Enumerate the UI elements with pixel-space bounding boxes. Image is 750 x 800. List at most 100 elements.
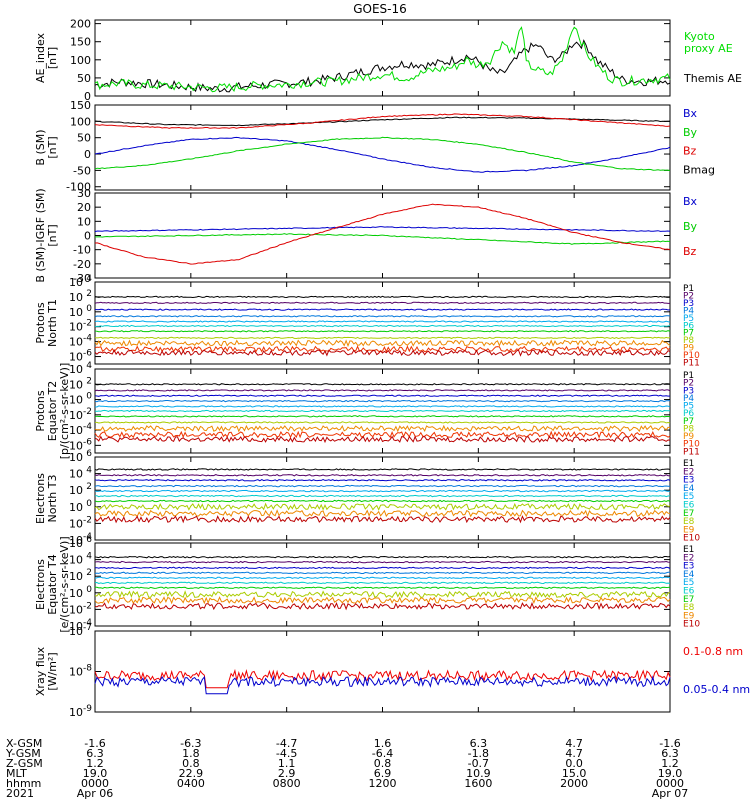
series-line-ee-4 bbox=[94, 576, 671, 580]
legend-ee-7: E8 bbox=[683, 603, 695, 613]
ytick-label-ae-1: 50 bbox=[77, 72, 91, 85]
ylabel-en-0: Electrons bbox=[34, 473, 47, 524]
row-label-1: Y-GSM bbox=[5, 747, 41, 760]
xcol-2-row-3: 2.9 bbox=[278, 767, 296, 780]
xcol-2-row-1: -4.5 bbox=[276, 747, 297, 760]
legend-bigrf-2: Bz bbox=[683, 245, 697, 258]
series-line-bigrf-1 bbox=[95, 233, 671, 245]
row-label-2: Z-GSM bbox=[6, 757, 43, 770]
legend-pn-10: P11 bbox=[683, 359, 700, 369]
row-label-3: MLT bbox=[6, 767, 27, 780]
ytick-exp-pe-5: 4 bbox=[86, 361, 92, 371]
legend-xray-1: 0.05-0.4 nm bbox=[683, 683, 750, 696]
xcol-5-row-3: 15.0 bbox=[562, 767, 587, 780]
series-line-pn-5 bbox=[94, 324, 671, 328]
ytick-label-pn-2: 10 bbox=[69, 321, 83, 334]
ytick-exp-pe-4: 2 bbox=[86, 376, 92, 386]
legend-pn-2: P3 bbox=[683, 299, 694, 309]
legend-pe-3: P4 bbox=[683, 394, 694, 404]
series-line-pn-7 bbox=[94, 336, 671, 340]
series-line-pn-2 bbox=[94, 308, 671, 311]
ytick-label-b-1: -50 bbox=[73, 164, 91, 177]
ylabel-pe-0: Protons bbox=[34, 390, 47, 431]
ytick-exp-pe-3: 0 bbox=[86, 392, 92, 402]
xcol-1-row-1: 1.8 bbox=[182, 747, 200, 760]
legend-pn-8: P9 bbox=[683, 344, 694, 354]
ylabel-ee-2: [e/(cm²-s-sr-keV)] bbox=[58, 536, 71, 632]
ytick-label-xray-0: 10 bbox=[69, 706, 83, 719]
xcol-3-row-0: 1.6 bbox=[374, 737, 392, 750]
xcol-2-row-0: -4.7 bbox=[276, 737, 297, 750]
series-line-ee-9 bbox=[94, 601, 671, 611]
legend-ae-0: Kyoto bbox=[684, 30, 715, 43]
ytick-exp-pe-1: -4 bbox=[83, 422, 92, 432]
series-line-ee-6 bbox=[95, 586, 671, 590]
chart-title: GOES-16 bbox=[353, 2, 407, 16]
ytick-label-pn-1: 10 bbox=[69, 336, 83, 349]
legend-pn-5: P6 bbox=[683, 321, 694, 331]
ytick-label-en-2: 10 bbox=[69, 501, 83, 514]
ytick-label-bigrf-6: 30 bbox=[77, 187, 91, 200]
ytick-label-b-0: -100 bbox=[66, 181, 91, 194]
ytick-label-ee-0: 10 bbox=[69, 620, 83, 633]
ytick-exp-pn-0: -6 bbox=[83, 349, 92, 359]
ylabel-pn-0: Protons bbox=[34, 302, 47, 343]
ytick-label-ee-3: 10 bbox=[69, 570, 83, 583]
xcol-5-row-2: 0.0 bbox=[565, 757, 583, 770]
ytick-label-ee-5: 10 bbox=[69, 537, 83, 550]
series-line-en-5 bbox=[95, 494, 671, 498]
series-line-ae-1 bbox=[94, 26, 671, 93]
legend-pe-2: P3 bbox=[683, 386, 694, 396]
ytick-exp-en-5: 6 bbox=[86, 449, 92, 459]
legend-ee-8: E9 bbox=[683, 611, 695, 621]
ytick-label-pe-5: 10 bbox=[69, 363, 83, 376]
ytick-label-bigrf-1: -20 bbox=[73, 258, 91, 271]
xcol-2-row-4: 0800 bbox=[273, 777, 301, 790]
xcol-3-row-2: 0.8 bbox=[374, 757, 392, 770]
legend-ee-3: E4 bbox=[683, 570, 695, 580]
legend-bigrf-0: Bx bbox=[683, 195, 698, 208]
xcol-0-row-5: Apr 06 bbox=[77, 787, 114, 800]
series-line-ee-0 bbox=[94, 555, 671, 559]
legend-en-1: E2 bbox=[683, 467, 694, 477]
series-line-ee-7 bbox=[94, 590, 671, 599]
series-line-en-0 bbox=[94, 468, 671, 471]
row-label-5: 2021 bbox=[6, 787, 34, 800]
legend-pe-4: P5 bbox=[683, 402, 694, 412]
ytick-label-b-4: 100 bbox=[70, 115, 91, 128]
ytick-exp-pn-4: 2 bbox=[86, 289, 92, 299]
series-line-en-7 bbox=[94, 502, 671, 511]
series-line-bigrf-0 bbox=[94, 226, 671, 233]
series-line-b-2 bbox=[94, 136, 671, 173]
series-line-xray-1 bbox=[94, 675, 671, 695]
legend-en-5: E6 bbox=[683, 501, 695, 511]
series-line-pe-6 bbox=[94, 415, 671, 418]
ytick-label-pe-1: 10 bbox=[69, 424, 83, 437]
ylabel-xray-1: [W/m²] bbox=[46, 652, 59, 690]
series-line-ee-2 bbox=[94, 566, 671, 570]
xcol-5-row-0: 4.7 bbox=[565, 737, 583, 750]
series-line-pe-4 bbox=[94, 405, 671, 408]
ytick-exp-pn-2: -2 bbox=[83, 319, 92, 329]
xcol-4-row-0: 6.3 bbox=[470, 737, 488, 750]
legend-en-4: E5 bbox=[683, 492, 694, 502]
xcol-1-row-0: -6.3 bbox=[180, 737, 201, 750]
series-line-ee-5 bbox=[94, 581, 671, 585]
series-line-pe-8 bbox=[94, 424, 671, 433]
xcol-5-row-4: 2000 bbox=[560, 777, 588, 790]
ytick-exp-pn-3: 0 bbox=[86, 304, 92, 314]
series-line-ae-0 bbox=[94, 39, 671, 93]
ytick-exp-ee-1: -2 bbox=[83, 601, 92, 611]
series-line-pe-2 bbox=[94, 394, 671, 397]
xcol-6-row-2: 1.2 bbox=[661, 757, 679, 770]
row-label-4: hhmm bbox=[6, 777, 41, 790]
ytick-label-pe-4: 10 bbox=[69, 378, 83, 391]
series-line-en-9 bbox=[94, 515, 671, 524]
ytick-label-pn-3: 10 bbox=[69, 306, 83, 319]
xcol-2-row-2: 1.1 bbox=[278, 757, 296, 770]
legend-ee-2: E3 bbox=[683, 562, 694, 572]
xcol-0-row-4: 0000 bbox=[81, 777, 109, 790]
ytick-label-bigrf-4: 10 bbox=[77, 215, 91, 228]
ytick-label-xray-2: 10 bbox=[69, 625, 83, 638]
